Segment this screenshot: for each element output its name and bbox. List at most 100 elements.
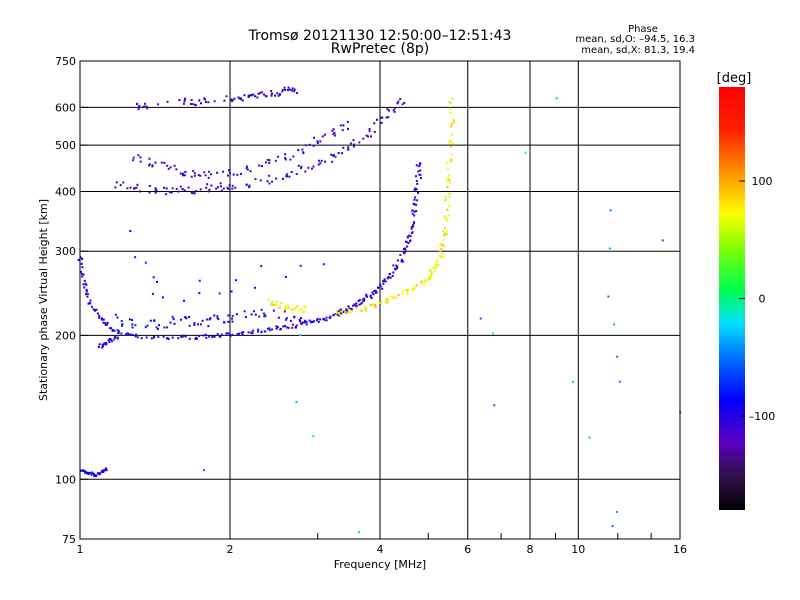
data-point <box>274 94 276 97</box>
data-point <box>301 322 303 325</box>
data-point <box>191 103 194 105</box>
data-point <box>347 127 349 130</box>
data-point <box>188 324 191 327</box>
data-point <box>413 210 416 213</box>
data-point <box>448 101 451 104</box>
data-point <box>293 88 296 91</box>
data-point <box>157 336 160 339</box>
data-point <box>334 134 337 137</box>
data-point <box>611 525 614 528</box>
data-point <box>287 86 290 89</box>
data-point <box>260 331 263 334</box>
data-point <box>363 299 366 302</box>
data-point <box>254 178 257 181</box>
data-point <box>121 324 123 327</box>
data-point <box>144 326 147 329</box>
data-point <box>351 310 353 313</box>
data-point <box>216 315 219 318</box>
data-point <box>445 229 448 232</box>
data-point <box>217 318 220 321</box>
data-point <box>193 103 196 106</box>
data-point <box>387 116 390 119</box>
data-point <box>104 322 107 325</box>
data-point <box>116 316 119 319</box>
data-point <box>180 318 182 321</box>
data-point <box>211 336 214 338</box>
data-point <box>403 101 406 104</box>
data-point <box>291 323 294 326</box>
data-point <box>257 330 260 333</box>
data-point <box>267 298 270 301</box>
data-point <box>104 468 107 471</box>
data-point <box>279 328 282 330</box>
data-point <box>303 305 306 308</box>
data-point <box>300 308 303 311</box>
data-point <box>106 321 109 324</box>
data-point <box>401 103 404 106</box>
data-point <box>100 318 103 321</box>
data-point <box>131 334 134 336</box>
data-point <box>266 158 269 161</box>
data-point <box>79 256 82 259</box>
data-point <box>385 116 388 119</box>
data-point <box>149 319 152 322</box>
data-point <box>136 183 139 186</box>
data-point <box>131 319 133 321</box>
data-point <box>153 319 156 322</box>
data-point <box>290 171 293 173</box>
data-point <box>90 473 93 476</box>
data-point <box>286 175 289 178</box>
data-point <box>300 167 302 169</box>
data-point <box>188 337 191 340</box>
data-point <box>197 323 199 326</box>
data-point <box>228 184 231 187</box>
data-point <box>330 153 333 156</box>
data-point <box>97 346 100 348</box>
data-point <box>396 267 398 270</box>
data-point <box>167 338 170 341</box>
data-point <box>442 255 445 258</box>
data-point <box>136 336 139 339</box>
data-point <box>90 305 93 308</box>
data-point <box>230 98 233 101</box>
data-point <box>202 469 205 472</box>
data-point <box>313 136 315 139</box>
data-point <box>347 308 350 311</box>
data-point <box>129 333 132 336</box>
data-point <box>379 283 382 286</box>
data-point <box>397 100 400 103</box>
data-point <box>128 333 131 336</box>
data-point <box>524 151 527 154</box>
data-point <box>165 193 168 196</box>
data-point <box>307 166 310 169</box>
data-point <box>148 164 150 167</box>
data-point <box>419 173 422 176</box>
data-point <box>384 300 387 303</box>
data-point <box>382 280 384 283</box>
data-point <box>453 121 455 124</box>
data-point <box>112 338 115 341</box>
data-point <box>96 312 99 315</box>
data-point <box>448 179 451 182</box>
data-point <box>404 247 407 250</box>
data-point <box>447 214 450 217</box>
data-point <box>283 86 286 89</box>
data-point <box>288 175 291 178</box>
data-point <box>105 469 108 472</box>
data-point <box>195 336 197 339</box>
data-point <box>310 321 312 324</box>
data-point <box>145 105 148 108</box>
data-point <box>190 175 193 178</box>
data-point <box>437 264 440 267</box>
data-point <box>268 174 271 177</box>
data-point <box>374 306 377 308</box>
data-point <box>291 326 294 329</box>
data-point <box>82 273 85 276</box>
data-point <box>406 291 409 294</box>
data-point <box>284 156 287 159</box>
data-point <box>369 295 372 298</box>
data-point <box>419 162 422 165</box>
data-point <box>359 308 362 311</box>
data-point <box>179 172 182 175</box>
